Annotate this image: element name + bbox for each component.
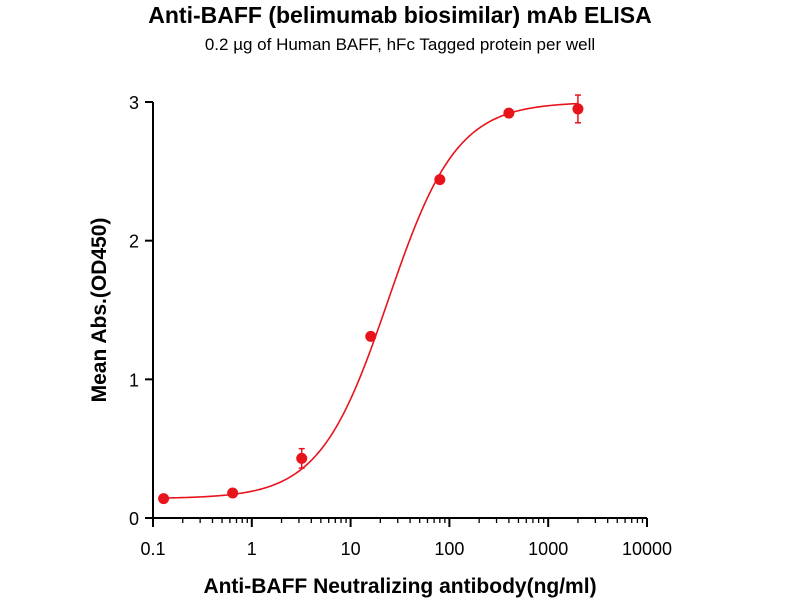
fit-curve-line — [163, 102, 578, 499]
data-point — [572, 103, 584, 115]
chart-title: Anti-BAFF (belimumab biosimilar) mAb ELI… — [148, 2, 652, 28]
data-points-group — [158, 94, 584, 505]
y-tick-label: 0 — [129, 509, 139, 529]
x-tick-label: 10 — [341, 539, 361, 559]
data-point — [434, 174, 446, 186]
y-tick-label: 1 — [129, 370, 139, 390]
x-tick-label: 10000 — [622, 539, 672, 559]
y-tick-label: 3 — [129, 93, 139, 113]
fit-curve-group — [163, 102, 578, 499]
x-axis-title: Anti-BAFF Neutralizing antibody(ng/ml) — [203, 575, 596, 598]
data-point — [158, 493, 170, 505]
data-point — [296, 452, 308, 464]
y-tick-label: 2 — [129, 232, 139, 252]
data-point — [227, 487, 239, 499]
x-tick-label: 0.1 — [140, 539, 165, 559]
x-tick-label: 1 — [247, 539, 257, 559]
data-point — [365, 330, 377, 342]
y-axis-ticks: 0 1 2 3 — [129, 93, 153, 529]
chart-subtitle: 0.2 µg of Human BAFF, hFc Tagged protein… — [204, 35, 596, 54]
x-tick-label: 1000 — [528, 539, 568, 559]
y-axis-title: Mean Abs.(OD450) — [88, 218, 111, 403]
data-point — [503, 107, 515, 119]
x-axis-ticks: 0.1 1 10 100 1000 10000 — [140, 518, 672, 559]
x-tick-label: 100 — [434, 539, 464, 559]
